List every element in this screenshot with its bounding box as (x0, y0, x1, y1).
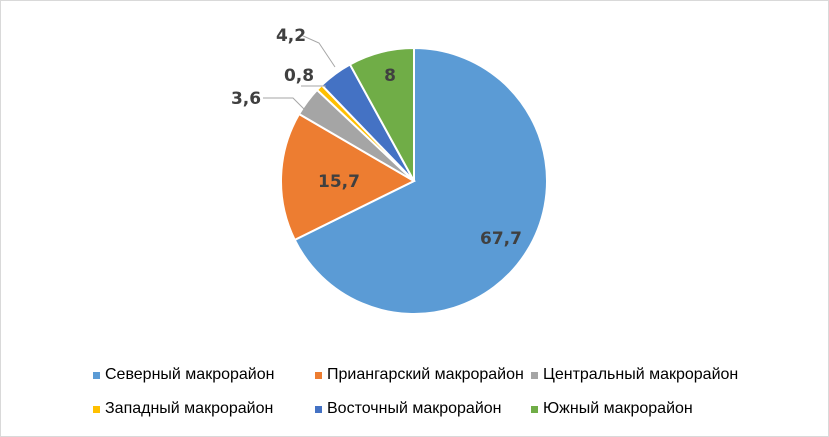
legend-label: Северный макрорайон (105, 366, 275, 383)
data-label: 15,7 (318, 172, 360, 192)
legend-label: Западный макрорайон (105, 400, 274, 417)
legend-item: Центральный макрорайон (531, 366, 738, 384)
legend-swatch (531, 371, 538, 379)
pie-slice (293, 46, 548, 315)
legend-label: Южный макрорайон (543, 400, 693, 417)
legend-item: Северный макрорайон (93, 366, 274, 384)
legend-item: Восточный макрорайон (315, 400, 501, 418)
leader-line (263, 97, 307, 112)
leader-line (300, 34, 336, 68)
legend-swatch (93, 371, 100, 379)
legend-item: Западный макрорайон (93, 400, 273, 418)
pie-slice (280, 112, 417, 242)
data-label: 3,6 (231, 89, 261, 109)
legend-swatch (531, 405, 538, 413)
legend-swatch (315, 371, 322, 379)
legend-item: Приангарский макрорайон (315, 366, 524, 384)
legend-swatch (93, 405, 100, 413)
pie-slice (348, 46, 415, 182)
legend-label: Центральный макрорайон (543, 366, 739, 383)
data-label: 8 (384, 66, 396, 86)
data-label: 0,8 (284, 66, 314, 86)
legend-label: Восточный макрорайон (327, 400, 502, 417)
data-label: 4,2 (276, 26, 306, 46)
legend-item: Южный макрорайон (531, 400, 693, 418)
data-label: 67,7 (480, 229, 522, 249)
legend-swatch (315, 405, 322, 413)
legend-label: Приангарский макрорайон (327, 366, 524, 383)
